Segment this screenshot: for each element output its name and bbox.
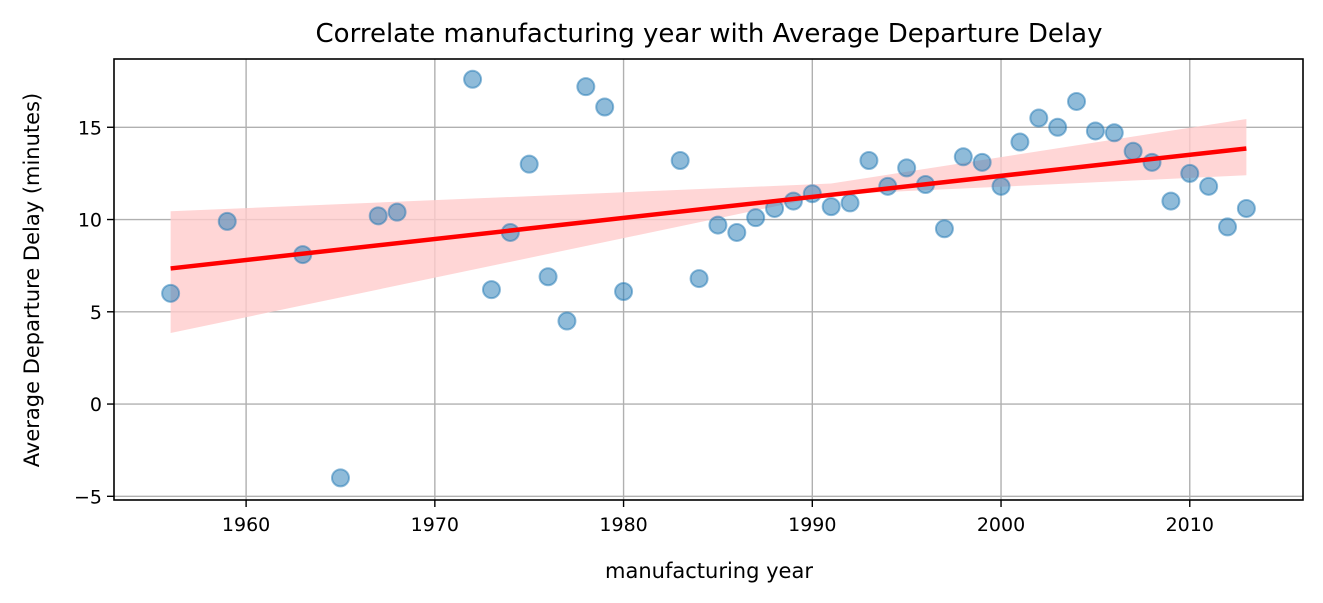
y-tick-label: 0 xyxy=(90,394,102,416)
scatter-point xyxy=(481,280,501,300)
scatter-point xyxy=(1161,191,1181,211)
scatter-point xyxy=(934,219,954,239)
scatter-point xyxy=(1218,217,1238,237)
confidence-band-layer xyxy=(170,118,1247,334)
scatter-point xyxy=(1067,91,1087,111)
scatter-point xyxy=(1236,198,1256,218)
scatter-point xyxy=(670,150,690,170)
plot-frame xyxy=(113,58,1304,501)
scatter-point xyxy=(538,267,558,287)
scatter-point xyxy=(972,152,992,172)
scatter-point xyxy=(557,311,577,331)
x-tick-label: 1990 xyxy=(788,514,836,536)
scatter-point xyxy=(1010,132,1030,152)
scatter-point xyxy=(1104,123,1124,143)
scatter-point xyxy=(330,468,350,488)
x-tick-label: 1960 xyxy=(222,514,270,536)
scatter-point xyxy=(708,215,728,235)
x-tick-label: 1970 xyxy=(411,514,459,536)
scatter-point xyxy=(595,97,615,117)
y-tick-label: −5 xyxy=(74,486,102,508)
scatter-point xyxy=(463,69,483,89)
scatter-point xyxy=(368,206,388,226)
regression-line-layer xyxy=(170,146,1247,271)
y-axis-label: Average Departure Delay (minutes) xyxy=(20,93,44,467)
confidence-band xyxy=(170,118,1247,334)
scatter-point xyxy=(1199,176,1219,196)
scatter-point xyxy=(1085,121,1105,141)
scatter-point xyxy=(1048,117,1068,137)
scatter-point xyxy=(387,202,407,222)
scatter-point xyxy=(1123,141,1143,161)
scatter-point xyxy=(821,197,841,217)
scatter-point xyxy=(897,158,917,178)
scatter-point xyxy=(840,193,860,213)
scatter-point xyxy=(991,176,1011,196)
x-tick-label: 2000 xyxy=(977,514,1025,536)
y-tick-label: 5 xyxy=(90,302,102,324)
scatter-point xyxy=(519,154,539,174)
chart-title: Correlate manufacturing year with Averag… xyxy=(316,19,1103,49)
scatter-point xyxy=(614,281,634,301)
scatter-point xyxy=(576,77,596,97)
x-axis-label: manufacturing year xyxy=(605,559,813,583)
scatter-point xyxy=(727,222,747,242)
regression-line xyxy=(170,146,1247,271)
y-tick-label: 15 xyxy=(78,117,102,139)
scatter-point xyxy=(161,283,181,303)
scatter-point xyxy=(746,208,766,228)
y-tick-label: 10 xyxy=(78,210,102,232)
scatter-point xyxy=(217,211,237,231)
scatter-point xyxy=(1029,108,1049,128)
ticks-layer: 1960 1970 1980 1990 2000 2010 −5 0 5 10 15 xyxy=(74,117,1214,536)
scatter-point xyxy=(953,147,973,167)
x-tick-label: 1980 xyxy=(599,514,647,536)
scatter-point xyxy=(689,269,709,289)
x-tick-label: 2010 xyxy=(1166,514,1214,536)
scatter-point xyxy=(859,150,879,170)
scatter-point xyxy=(1180,163,1200,183)
